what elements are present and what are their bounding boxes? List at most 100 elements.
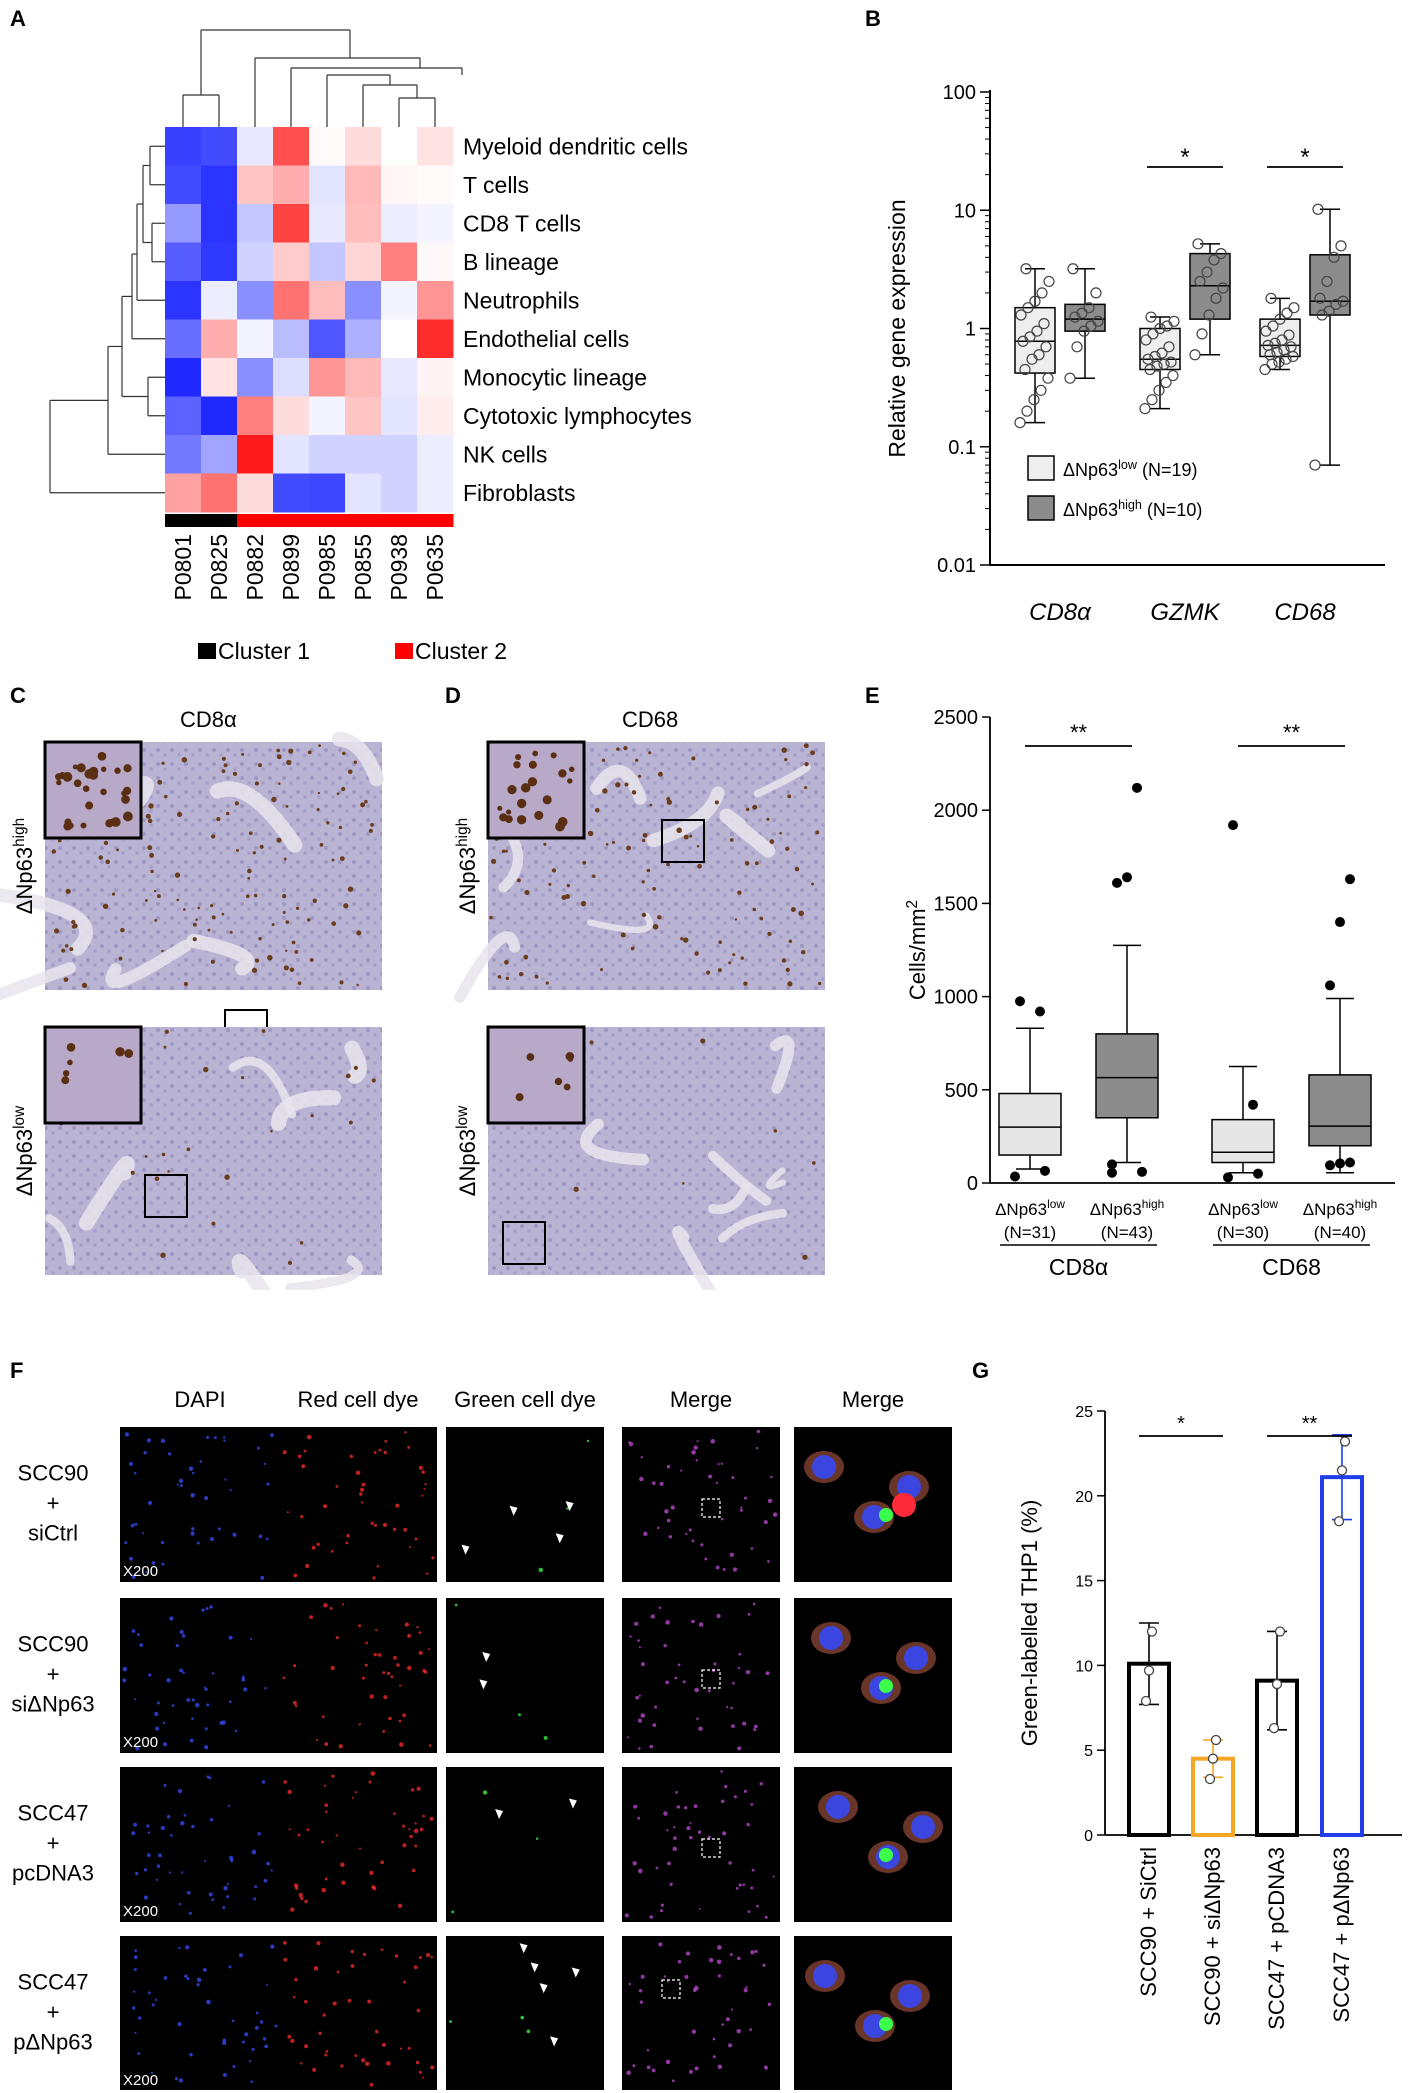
cell-signal [677, 1960, 682, 1964]
cell-signal [324, 1742, 329, 1747]
arrowhead-marker [565, 1501, 574, 1512]
stained-cell [211, 915, 216, 920]
cell-signal [663, 1643, 667, 1648]
cell-signal [335, 1485, 339, 1488]
cell-signal [209, 1817, 214, 1822]
inset-stained-cell [527, 777, 538, 787]
cell-signal [689, 1821, 692, 1824]
stained-cell [192, 922, 197, 927]
stained-cell [338, 825, 343, 830]
stained-cell [295, 906, 300, 911]
stained-cell [71, 924, 76, 929]
stained-cell [282, 893, 287, 899]
heatmap-cell-1-1 [201, 165, 238, 205]
cell-signal [730, 2008, 734, 2011]
cell-signal [331, 1774, 335, 1778]
cell-signal [708, 1474, 713, 1479]
cell-signal [735, 1886, 739, 1890]
cell-signal [228, 1635, 233, 1640]
panel-letter-a: A [10, 6, 26, 31]
cell-signal [629, 1635, 632, 1638]
heatmap-cell-8-7 [417, 435, 454, 474]
cell-signal [407, 1633, 411, 1638]
stained-cell [353, 760, 358, 764]
cell-signal [258, 1534, 263, 1539]
stroma-strand [78, 1155, 135, 1231]
green-signal [879, 2017, 893, 2031]
significance-marker: * [1180, 144, 1189, 171]
stained-cell [642, 832, 648, 838]
stained-cell [103, 840, 109, 846]
cell-signal [124, 1541, 128, 1545]
stained-cell [518, 971, 524, 977]
heatmap-cell-9-2 [237, 473, 274, 513]
cell-signal [713, 1662, 717, 1666]
cell-signal [137, 2052, 141, 2055]
cell-signal [743, 1789, 747, 1793]
stained-cell [689, 834, 693, 838]
data-point [1268, 1723, 1280, 1734]
inset-stained-cell [123, 764, 132, 773]
cell-signal [251, 2047, 255, 2051]
condition-plus: + [47, 1831, 60, 1856]
stained-cell [148, 803, 154, 809]
inset-stained-cell [563, 1083, 571, 1091]
cell-signal [130, 1523, 135, 1528]
cell-signal [686, 1826, 691, 1831]
box-0: ΔNp63low (N=31) [995, 996, 1065, 1242]
y-axis-label: Green-labelled THP1 (%) [1017, 1500, 1042, 1747]
condition-treatment: pΔNp63 [13, 2030, 93, 2055]
x-category-label: ΔNp63low [995, 1197, 1065, 1219]
box-body [1308, 1074, 1372, 1147]
cell-signal [666, 1980, 669, 1983]
cluster-bar-cell-7 [417, 514, 454, 527]
cell-signal [222, 2073, 227, 2078]
inset-stained-cell [555, 821, 565, 832]
outlier-point [1107, 1159, 1117, 1170]
cell-signal [665, 1620, 670, 1625]
cell-signal [170, 1834, 173, 1837]
stained-cell [345, 1073, 351, 1079]
data-point [1038, 318, 1050, 330]
data-point [1314, 292, 1326, 304]
cell-signal [204, 1727, 208, 1731]
data-point [1201, 266, 1213, 278]
data-point [1036, 287, 1048, 299]
cell-signal [260, 1575, 265, 1580]
cell-signal [767, 1560, 770, 1563]
cell-signal [161, 1562, 165, 1566]
data-point [1092, 315, 1104, 327]
cell-signal [451, 1910, 455, 1914]
cell-signal [416, 1786, 421, 1791]
x-category-label: SCC47 + pCDNA3 [1264, 1847, 1289, 2030]
inset-stained-cell [550, 752, 557, 759]
data-point [1323, 305, 1335, 317]
stained-cell [802, 1254, 808, 1260]
cell-signal [206, 1435, 210, 1439]
cell-signal [160, 1540, 165, 1545]
data-point [1067, 263, 1079, 275]
heatmap-cell-8-0 [165, 435, 202, 474]
arrowhead-marker [571, 1967, 580, 1978]
heatmap-cell-0-2 [237, 127, 274, 166]
cell-signal [181, 1871, 184, 1874]
cell-signal [538, 1567, 544, 1573]
stained-cell [161, 949, 164, 953]
stained-cell [147, 845, 153, 851]
cell-signal [388, 1716, 392, 1721]
cell-signal [664, 1509, 669, 1514]
data-point [1189, 349, 1201, 361]
x-category-label: SCC90 + SiCtrl [1136, 1847, 1161, 1997]
cell-signal [244, 2032, 249, 2037]
stained-cell [307, 918, 311, 922]
cell-signal [712, 2055, 716, 2059]
cell-signal [259, 2020, 264, 2024]
cell-signal [628, 1441, 634, 1447]
cell-signal [315, 1738, 319, 1742]
cell-signal [652, 1481, 656, 1485]
cluster-bar-cell-6 [381, 514, 418, 527]
stained-cell [641, 912, 647, 918]
cell-signal [627, 1736, 630, 1739]
inset-stained-cell [534, 810, 544, 820]
cell-signal [369, 1870, 374, 1875]
